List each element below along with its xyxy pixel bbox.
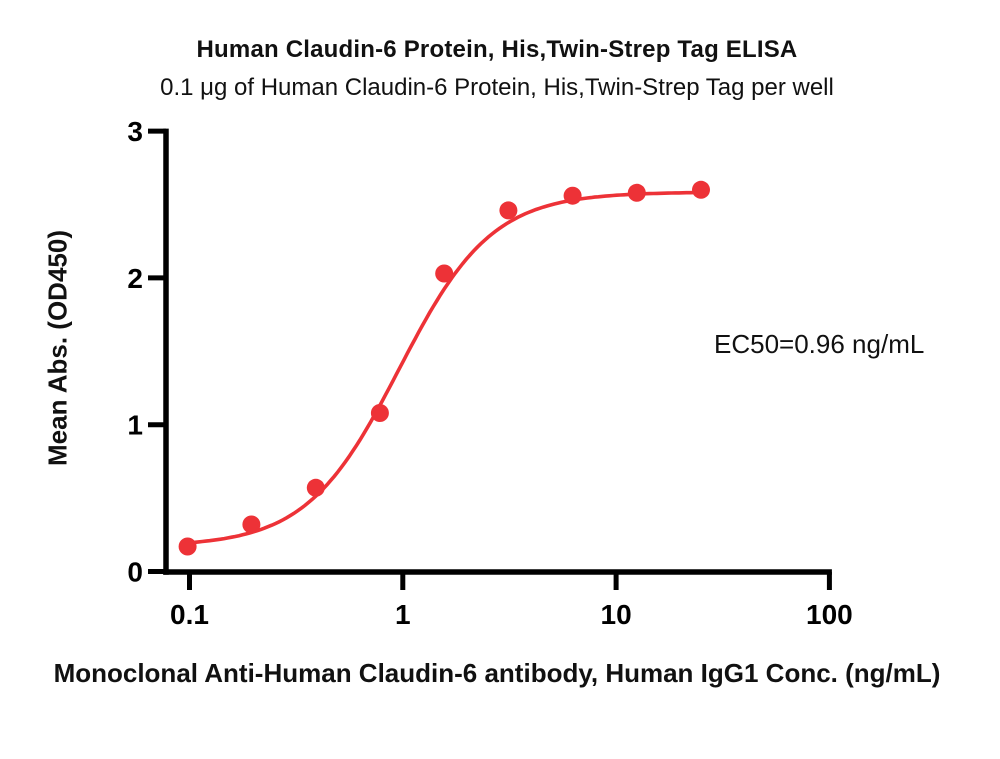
y-tick-label: 0 bbox=[127, 557, 143, 588]
data-point bbox=[563, 186, 582, 205]
y-tick-label: 2 bbox=[127, 263, 143, 294]
x-axis-label: Monoclonal Anti-Human Claudin-6 antibody… bbox=[53, 658, 941, 688]
x-tick-label: 1 bbox=[395, 599, 411, 630]
data-point bbox=[242, 515, 261, 534]
data-point bbox=[306, 478, 325, 497]
data-point bbox=[627, 183, 646, 202]
ec50-annotation: EC50=0.96 ng/mL bbox=[714, 329, 925, 359]
chart-subtitle: 0.1 μg of Human Claudin-6 Protein, His,T… bbox=[160, 74, 834, 101]
data-point bbox=[499, 201, 518, 220]
data-point bbox=[435, 264, 454, 283]
data-point bbox=[178, 537, 197, 556]
data-point bbox=[370, 404, 389, 422]
fit-curve bbox=[185, 190, 703, 545]
chart-title: Human Claudin-6 Protein, His,Twin-Strep … bbox=[196, 36, 798, 63]
x-tick-label: 100 bbox=[806, 599, 853, 630]
y-tick-label: 1 bbox=[127, 410, 143, 441]
y-tick-label: 3 bbox=[127, 116, 143, 147]
x-tick-label: 0.1 bbox=[170, 599, 209, 630]
x-tick-label: 10 bbox=[601, 599, 632, 630]
data-point bbox=[692, 180, 710, 199]
